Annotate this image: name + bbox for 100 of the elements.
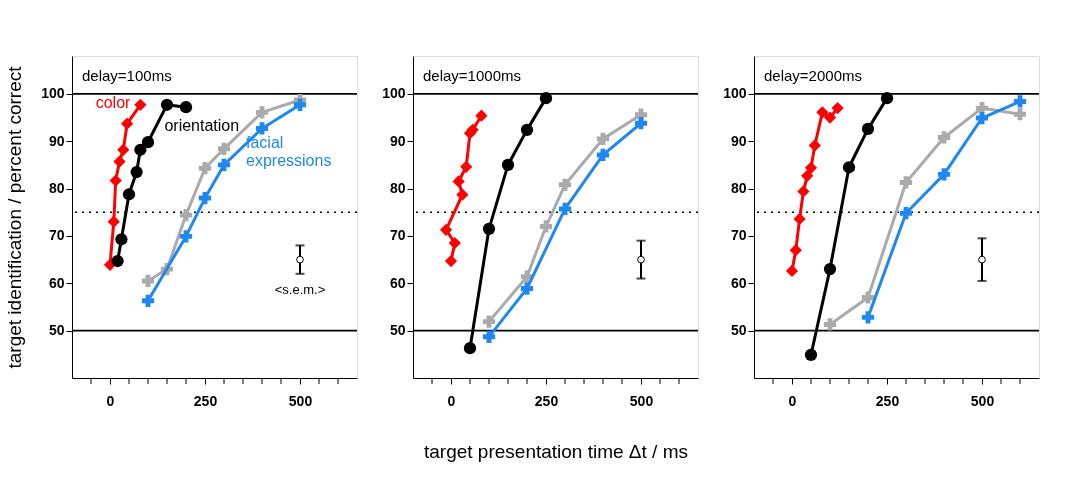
point xyxy=(634,117,648,130)
point xyxy=(466,123,479,136)
point xyxy=(816,106,829,119)
point xyxy=(804,348,818,361)
x-tick-label: 0 xyxy=(788,392,797,409)
y-tick-label: 90 xyxy=(48,132,65,149)
point xyxy=(520,123,534,136)
point xyxy=(861,311,875,324)
point xyxy=(296,255,304,264)
point xyxy=(293,98,307,111)
x-tick-label: 500 xyxy=(629,392,654,409)
y-tick-label: 60 xyxy=(730,274,747,291)
y-tick-label: 80 xyxy=(389,180,406,197)
point xyxy=(482,315,496,328)
point xyxy=(797,185,810,198)
x-tick-label: 500 xyxy=(288,392,313,409)
y-tick-label: 100 xyxy=(723,85,747,102)
series-label: orientation xyxy=(164,116,240,134)
point xyxy=(141,274,155,288)
point xyxy=(937,168,951,181)
point xyxy=(130,165,143,179)
point xyxy=(107,215,120,228)
y-tick-label: 90 xyxy=(389,132,406,149)
annotation: <s.e.m.> xyxy=(274,281,326,297)
point xyxy=(823,262,837,276)
point xyxy=(637,255,645,264)
point xyxy=(198,162,212,175)
point xyxy=(978,255,986,264)
x-tick-label: 250 xyxy=(193,392,218,409)
x-tick-label: 250 xyxy=(534,392,559,409)
point xyxy=(1013,108,1027,121)
point xyxy=(113,155,126,168)
x-tick-label: 0 xyxy=(106,392,115,409)
point xyxy=(831,101,844,115)
text: delay=100ms xyxy=(82,67,172,84)
point xyxy=(937,131,951,144)
y-tick-label: 100 xyxy=(382,85,406,102)
point xyxy=(861,122,875,136)
y-tick-label: 70 xyxy=(389,227,406,244)
point xyxy=(539,92,553,105)
y-tick-label: 70 xyxy=(48,227,65,244)
point xyxy=(789,244,802,257)
text: delay=1000ms xyxy=(423,67,521,84)
point xyxy=(122,188,136,201)
point xyxy=(217,158,231,172)
point xyxy=(785,264,799,278)
x-tick-label: 250 xyxy=(875,392,900,409)
point xyxy=(823,318,837,331)
point xyxy=(801,169,814,182)
point xyxy=(179,230,193,243)
y-tick-label: 50 xyxy=(389,322,406,339)
point xyxy=(501,158,515,172)
y-tick-label: 60 xyxy=(48,274,65,291)
y-tick-label: 50 xyxy=(730,322,747,339)
y-tick-label: 50 xyxy=(48,322,65,339)
point xyxy=(793,212,806,226)
point xyxy=(117,143,130,156)
point xyxy=(482,222,496,235)
point xyxy=(444,254,458,268)
point xyxy=(899,207,913,220)
point xyxy=(539,220,553,233)
y-tick-label: 80 xyxy=(48,180,65,197)
point xyxy=(899,176,913,189)
y-tick-label: 70 xyxy=(730,227,747,244)
point xyxy=(115,233,128,246)
point xyxy=(198,191,212,205)
x-axis-title: target presentation time Δt / ms xyxy=(423,440,689,462)
point xyxy=(456,188,469,201)
y-axis-title: target identification / percent correct xyxy=(4,65,26,369)
point xyxy=(134,98,147,111)
point xyxy=(861,291,875,304)
point xyxy=(880,92,894,105)
point xyxy=(482,330,496,343)
point xyxy=(109,174,122,187)
point xyxy=(111,254,124,268)
x-tick-label: 500 xyxy=(970,392,995,409)
point xyxy=(255,106,269,119)
y-tick-label: 80 xyxy=(730,180,747,197)
point xyxy=(120,117,134,130)
series-label: facial expressions xyxy=(246,133,332,169)
point xyxy=(179,208,193,222)
point xyxy=(179,101,193,114)
point xyxy=(448,236,461,250)
point xyxy=(842,161,856,174)
point xyxy=(596,132,610,145)
series-label: color xyxy=(95,93,132,111)
y-tick-label: 60 xyxy=(389,274,406,291)
point xyxy=(452,175,465,188)
point xyxy=(558,178,572,191)
point xyxy=(823,111,837,124)
y-tick-label: 100 xyxy=(41,85,65,102)
point xyxy=(160,98,174,111)
point xyxy=(217,142,231,155)
point xyxy=(1013,95,1027,108)
point xyxy=(439,223,453,236)
point xyxy=(475,109,488,122)
point xyxy=(463,342,477,355)
point xyxy=(460,160,473,173)
x-tick-label: 0 xyxy=(447,392,456,409)
point xyxy=(255,122,269,135)
